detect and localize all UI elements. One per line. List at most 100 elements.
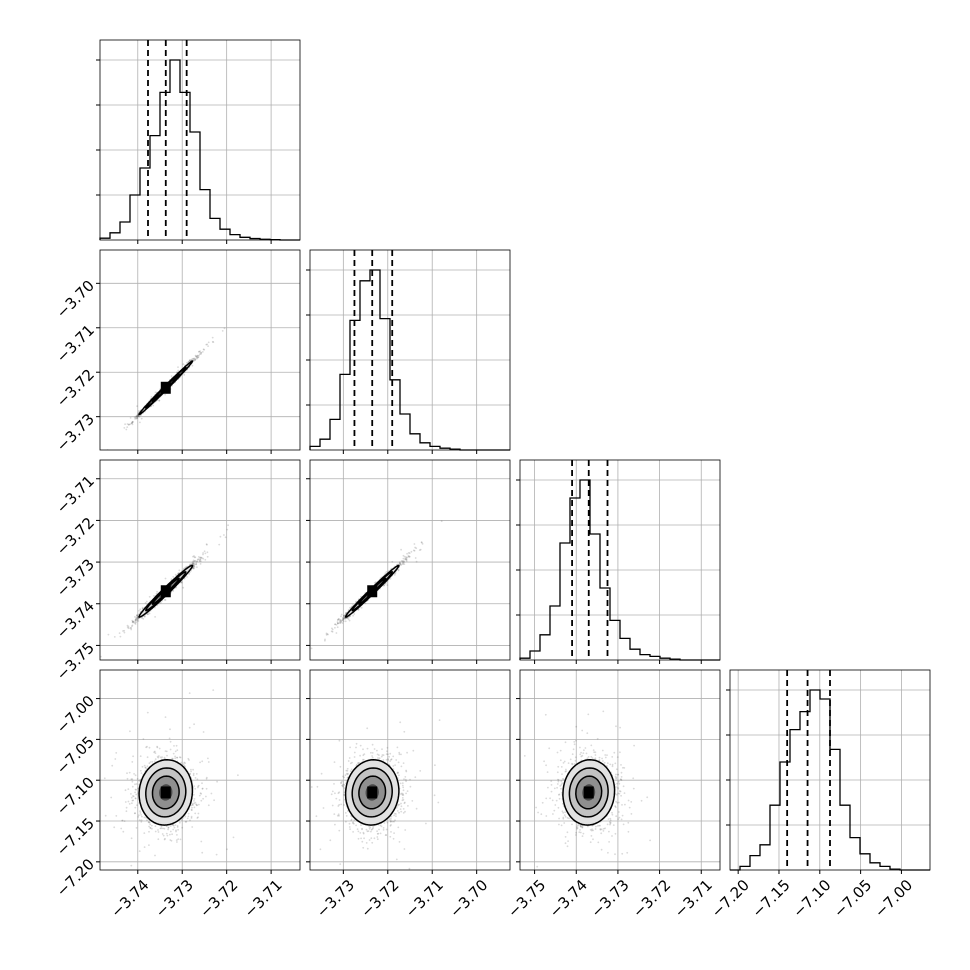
scatter-point (207, 345, 210, 347)
scatter-point (100, 661, 102, 663)
scatter-point (138, 609, 140, 612)
scatter-point (403, 561, 406, 563)
scatter-point (131, 621, 134, 624)
scatter-point (211, 340, 214, 343)
scatter-point (193, 555, 195, 557)
scatter-point (136, 619, 139, 622)
scatter-point (190, 359, 193, 361)
scatter-point (130, 422, 133, 425)
scatter-point (192, 567, 195, 570)
scatter-point (199, 560, 202, 563)
scatter-point (331, 627, 333, 630)
scatter-point (132, 620, 135, 623)
scatter-point (341, 619, 344, 621)
scatter-point (198, 354, 200, 357)
scatter-point (196, 354, 199, 357)
scatter-point (398, 562, 401, 565)
scatter-point (415, 547, 418, 550)
scatter-point (402, 562, 405, 564)
scatter-point (189, 563, 192, 566)
scatter-point (159, 601, 162, 604)
panel-marks (106, 327, 226, 450)
scatter-point (206, 343, 209, 346)
scatter-point (192, 560, 195, 563)
scatter-point (135, 415, 138, 418)
scatter-point (136, 616, 139, 618)
scatter-point (339, 620, 341, 623)
scatter-point (199, 557, 201, 559)
scatter-point (406, 556, 408, 559)
scatter-point (129, 417, 132, 419)
scatter-point (126, 626, 129, 629)
scatter-point (197, 356, 199, 359)
scatter-point (137, 414, 140, 417)
scatter-point (403, 560, 405, 563)
scatter-point (131, 421, 134, 424)
scatter-point (204, 552, 207, 555)
density-peak (160, 585, 171, 598)
scatter-point (198, 560, 201, 563)
scatter-point (107, 633, 110, 636)
scatter-point (177, 572, 180, 575)
scatter-point (189, 359, 192, 361)
scatter-point (391, 560, 394, 563)
scatter-point (201, 557, 203, 559)
scatter-point (134, 618, 137, 621)
scatter-point (413, 543, 416, 545)
scatter-point (134, 623, 137, 625)
scatter-point (136, 614, 138, 617)
scatter-point (340, 615, 342, 618)
scatter-point (404, 557, 407, 560)
scatter-point (131, 625, 133, 628)
scatter-point (331, 630, 334, 633)
scatter-point (223, 534, 225, 536)
scatter-point (401, 561, 404, 564)
scatter-point (347, 618, 350, 621)
scatter-point (327, 633, 329, 636)
scatter-point (134, 621, 136, 623)
scatter-point (196, 558, 199, 561)
scatter-point (226, 528, 229, 531)
scatter-point (211, 336, 214, 339)
scatter-point (403, 555, 406, 558)
scatter-point (419, 548, 422, 551)
scatter-point (326, 633, 329, 635)
scatter-point (192, 567, 195, 570)
scatter-point (336, 621, 339, 623)
scatter-point (198, 353, 201, 356)
scatter-point (205, 343, 208, 346)
scatter-point (144, 615, 146, 617)
scatter-point (123, 427, 126, 429)
scatter-point (177, 366, 179, 368)
scatter-point (134, 619, 137, 621)
scatter-point (398, 561, 401, 563)
scatter-point (134, 618, 137, 621)
scatter-point (155, 592, 158, 595)
scatter-point (348, 619, 351, 622)
scatter-point (138, 415, 141, 418)
scatter-point (207, 341, 210, 344)
scatter-point (325, 632, 328, 635)
scatter-point (384, 582, 387, 585)
scatter-point (145, 600, 148, 603)
scatter-point (342, 618, 344, 620)
scatter-point (119, 635, 122, 638)
scatter-point (408, 552, 411, 554)
panel-frame (99, 249, 301, 451)
scatter-point (192, 358, 195, 360)
scatter-point (158, 399, 161, 402)
scatter-point (154, 616, 157, 618)
panel-frame (519, 459, 721, 661)
scatter-point (136, 415, 139, 418)
scatter-point (199, 556, 202, 559)
scatter-point (334, 623, 336, 626)
scatter-point (136, 414, 139, 417)
panel-frame (99, 39, 301, 241)
scatter-point (394, 572, 397, 575)
scatter-point (383, 584, 385, 587)
scatter-point (199, 558, 201, 561)
scatter-point (131, 423, 134, 426)
scatter-point (337, 622, 339, 625)
scatter-point (144, 602, 147, 604)
